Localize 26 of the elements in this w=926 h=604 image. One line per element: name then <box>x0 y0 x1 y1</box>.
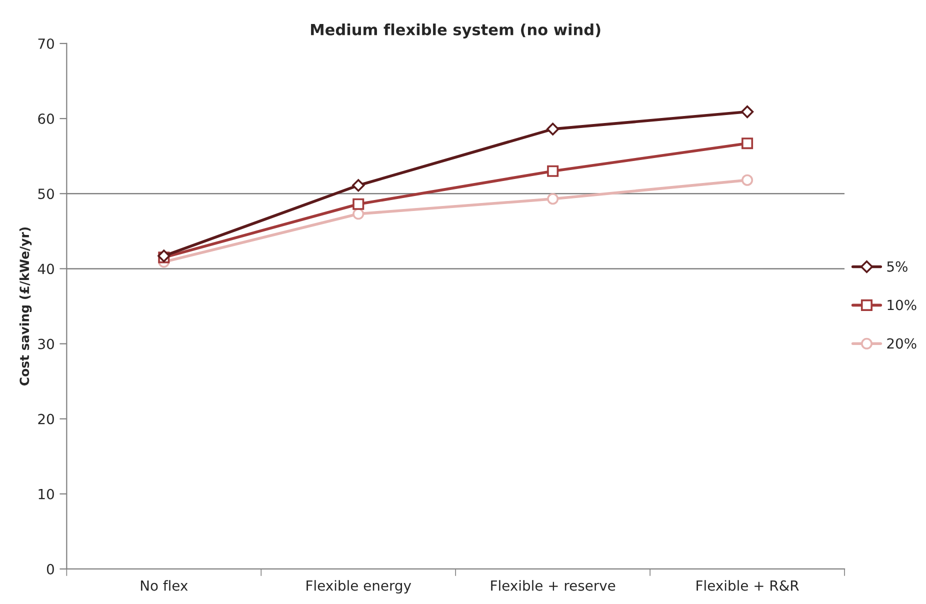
legend-label: 20% <box>887 338 916 349</box>
y-tick-label: 0 <box>46 564 54 574</box>
point <box>740 105 754 118</box>
y-tick-label: 70 <box>38 38 54 49</box>
point <box>546 122 560 136</box>
point <box>547 193 559 205</box>
point <box>547 165 559 177</box>
y-tick-label: 30 <box>38 338 54 350</box>
point <box>352 198 364 210</box>
x-tick-label: Flexible + R&R <box>696 580 799 591</box>
point <box>742 138 754 150</box>
x-tick-label: Flexible energy <box>306 580 412 594</box>
x-tick-label: No flex <box>140 580 188 591</box>
y-tick-label: 50 <box>38 188 54 200</box>
chart-title: Medium flexible system (no wind) <box>311 24 600 38</box>
legend-label: 5% <box>887 261 908 272</box>
y-axis-title: Cost saving (£/kWe/yr) <box>19 227 32 386</box>
x-tick-label: Flexible + reserve <box>491 580 616 591</box>
y-tick-label: 20 <box>38 414 54 424</box>
y-tick-label: 40 <box>38 264 54 274</box>
legend-label: 10% <box>888 300 916 310</box>
y-tick-label: 10 <box>38 488 54 500</box>
y-tick-label: 60 <box>38 114 54 124</box>
point <box>352 179 365 192</box>
point <box>742 174 754 186</box>
point <box>352 208 364 220</box>
